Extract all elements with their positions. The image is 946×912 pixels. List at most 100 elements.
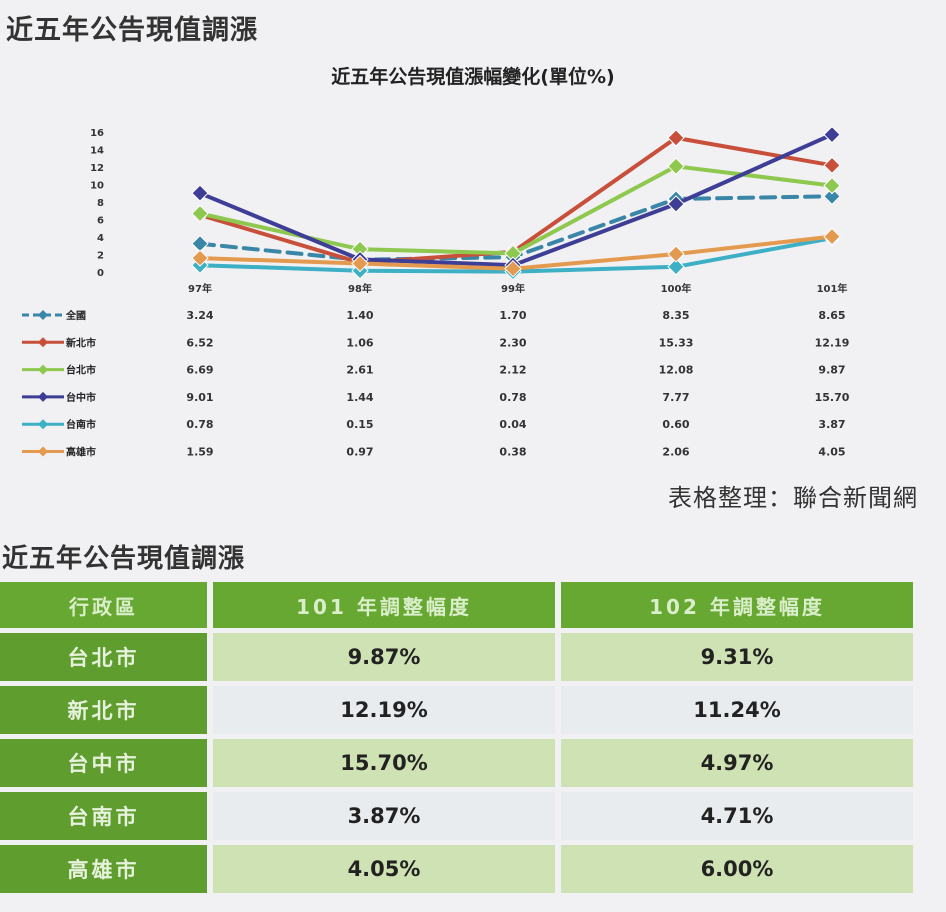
header-102: 102 年調整幅度 <box>561 582 919 628</box>
table-title: 近五年公告現值調漲 <box>2 544 246 574</box>
data-label: 8.65 <box>818 309 845 322</box>
legend-swatch-marker <box>38 310 48 320</box>
data-point <box>667 258 685 276</box>
data-label: 9.01 <box>186 391 213 404</box>
data-point <box>823 176 841 195</box>
legend-label: 新北市 <box>66 336 96 349</box>
value-101-cell: 4.05% <box>213 845 561 893</box>
data-label: 1.40 <box>346 309 373 322</box>
data-label: 2.12 <box>499 364 526 377</box>
data-label: 0.78 <box>499 391 526 404</box>
table-row: 新北市 12.19% 11.24% <box>0 686 919 734</box>
x-category-label: 98年 <box>348 282 372 295</box>
y-tick-label: 8 <box>97 198 104 209</box>
district-cell: 新北市 <box>0 686 213 734</box>
data-label: 0.15 <box>346 418 373 431</box>
data-point <box>823 125 841 144</box>
data-label: 3.87 <box>818 418 845 431</box>
table-row: 高雄市 4.05% 6.00% <box>0 845 919 893</box>
district-cell: 台南市 <box>0 792 213 840</box>
value-101-cell: 9.87% <box>213 633 561 681</box>
data-point <box>667 129 685 147</box>
data-point <box>351 254 369 273</box>
data-point <box>191 204 209 223</box>
data-point <box>823 227 841 246</box>
source-credit: 表格整理：聯合新聞網 <box>668 484 918 512</box>
data-label: 15.70 <box>815 391 850 404</box>
value-102-cell: 4.71% <box>561 792 919 840</box>
value-101-cell: 15.70% <box>213 739 561 787</box>
page-title: 近五年公告現值調漲 <box>6 15 258 46</box>
value-101-cell: 12.19% <box>213 686 561 734</box>
data-point <box>191 234 209 253</box>
x-category-label: 101年 <box>817 282 848 295</box>
y-tick-label: 2 <box>97 251 104 262</box>
data-label: 6.52 <box>186 336 213 349</box>
series-line-2 <box>198 164 834 256</box>
value-102-cell: 9.31% <box>561 633 919 681</box>
data-point <box>823 187 841 206</box>
data-label: 0.04 <box>499 418 526 431</box>
data-point <box>667 195 685 213</box>
data-label: 1.06 <box>346 336 373 349</box>
y-tick-label: 14 <box>90 146 104 157</box>
adjustment-table: 行政區 101 年調整幅度 102 年調整幅度 台北市 9.87% 9.31% … <box>0 577 919 898</box>
data-label: 3.24 <box>186 309 213 322</box>
data-point <box>667 245 685 263</box>
data-label: 0.60 <box>662 418 689 431</box>
data-point <box>504 259 522 278</box>
table-row: 台北市 9.87% 9.31% <box>0 633 919 681</box>
data-label: 1.59 <box>186 446 213 459</box>
legend-swatch-marker <box>38 337 48 348</box>
legend-swatch-marker <box>38 419 48 430</box>
data-label: 12.08 <box>659 364 694 377</box>
legend-label: 台北市 <box>66 364 96 377</box>
data-label: 0.97 <box>346 446 373 459</box>
legend-swatch-marker <box>38 391 48 402</box>
header-101: 101 年調整幅度 <box>213 582 561 628</box>
legend-swatch-marker <box>38 364 48 375</box>
data-point <box>191 184 209 202</box>
data-label: 2.30 <box>499 336 526 349</box>
data-point <box>667 157 685 176</box>
y-tick-label: 6 <box>97 216 104 227</box>
data-label: 8.35 <box>662 309 689 322</box>
data-label: 2.61 <box>346 364 373 377</box>
legend-label: 台中市 <box>66 391 96 404</box>
data-label: 1.70 <box>499 309 526 322</box>
legend-swatch-marker <box>38 446 48 457</box>
y-tick-label: 0 <box>97 268 104 279</box>
district-cell: 台北市 <box>0 633 213 681</box>
y-tick-label: 10 <box>90 181 104 192</box>
data-label: 1.44 <box>346 391 373 404</box>
data-label: 15.33 <box>659 336 694 349</box>
data-label: 2.06 <box>662 446 689 459</box>
header-district: 行政區 <box>0 582 213 628</box>
legend-label: 高雄市 <box>66 446 96 459</box>
x-category-label: 99年 <box>501 282 525 295</box>
y-tick-label: 16 <box>90 128 104 139</box>
chart-title: 近五年公告現值漲幅變化(單位%) <box>331 66 615 88</box>
district-cell: 高雄市 <box>0 845 213 893</box>
data-point <box>191 249 209 267</box>
x-category-label: 100年 <box>661 282 692 295</box>
x-category-label: 97年 <box>188 282 212 295</box>
data-label: 0.38 <box>499 446 526 459</box>
series-line-1 <box>198 135 834 265</box>
table-header-row: 行政區 101 年調整幅度 102 年調整幅度 <box>0 582 919 628</box>
legend-label: 台南市 <box>66 418 96 431</box>
table-row: 台南市 3.87% 4.71% <box>0 792 919 840</box>
value-102-cell: 4.97% <box>561 739 919 787</box>
data-label: 6.69 <box>186 364 213 377</box>
data-label: 4.05 <box>818 446 845 459</box>
data-label: 9.87 <box>818 364 845 377</box>
value-101-cell: 3.87% <box>213 792 561 840</box>
data-label: 7.77 <box>662 391 689 404</box>
value-102-cell: 11.24% <box>561 686 919 734</box>
data-point <box>823 156 841 175</box>
legend-label: 全國 <box>65 309 86 322</box>
value-102-cell: 6.00% <box>561 845 919 893</box>
district-cell: 台中市 <box>0 739 213 787</box>
data-label: 12.19 <box>815 336 850 349</box>
